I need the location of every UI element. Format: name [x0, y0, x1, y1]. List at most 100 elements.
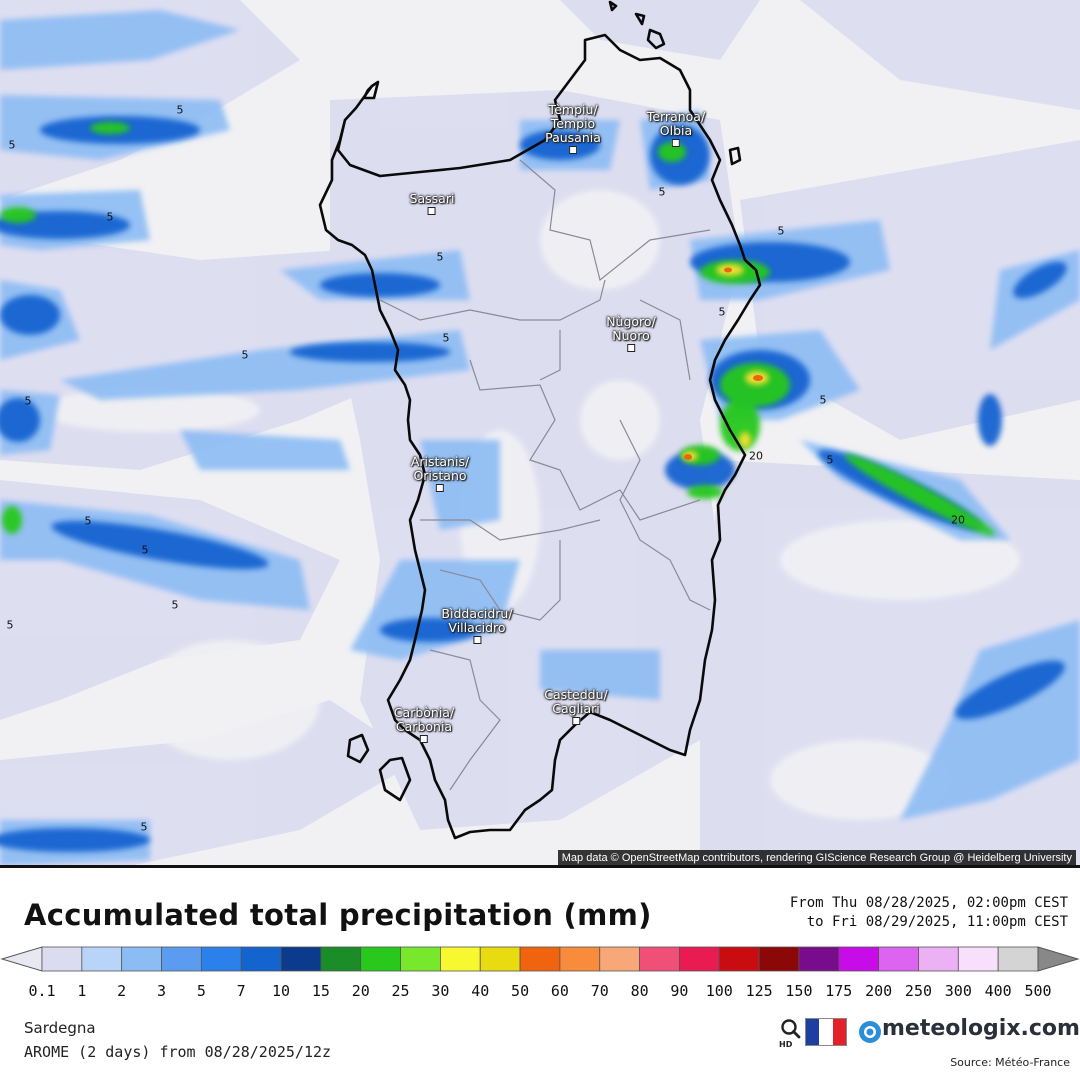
color-scale-cell	[997, 946, 1039, 972]
data-source: Source: Météo-France	[950, 1056, 1070, 1069]
contour-label: 5	[24, 394, 32, 408]
color-scale-cell	[798, 946, 840, 972]
contour-label: 5	[777, 224, 785, 238]
contour-label: 5	[140, 820, 148, 834]
color-scale-cell	[559, 946, 601, 972]
color-scale-tick: 60	[550, 982, 569, 1000]
brand-block: HD meteologix.com	[776, 1016, 1080, 1052]
color-scale-cell	[200, 946, 242, 972]
region-name: Sardegna	[24, 1019, 96, 1037]
city-marker	[435, 484, 444, 492]
color-scale-tick: 400	[984, 982, 1012, 1000]
period-from: From Thu 08/28/2025, 02:00pm CEST	[789, 895, 1068, 911]
meteologix-logo-icon	[859, 1021, 881, 1043]
color-scale-tick: 500	[1024, 982, 1052, 1000]
contour-label: 5	[6, 618, 14, 632]
brand-name[interactable]: meteologix.com	[882, 1016, 1080, 1041]
color-scale-right-arrow	[1037, 946, 1080, 972]
color-scale-cell	[758, 946, 800, 972]
color-scale-tick: 100	[705, 982, 733, 1000]
city-marker	[672, 139, 680, 147]
color-scale-tick: 0.1	[28, 982, 56, 1000]
contour-label: 5	[141, 543, 149, 557]
color-scale-cell	[41, 946, 83, 972]
color-scale-tick: 40	[471, 982, 490, 1000]
color-scale-cell	[400, 946, 441, 972]
color-scale-tick: 70	[590, 982, 609, 1000]
map-title: Accumulated total precipitation (mm)	[24, 898, 652, 932]
color-scale-cell	[81, 946, 123, 972]
color-scale-cell	[878, 946, 919, 972]
color-scale-tick: 90	[670, 982, 689, 1000]
color-scale-cell	[957, 946, 999, 972]
color-scale-tick: 15	[311, 982, 330, 1000]
color-scale-tick: 300	[944, 982, 972, 1000]
city-marker	[568, 146, 577, 154]
color-scale-tick: 1	[77, 982, 87, 1000]
contour-label: 20	[749, 449, 763, 463]
color-scale-tick: 80	[630, 982, 649, 1000]
city-marker	[572, 717, 580, 725]
color-scale-tick: 250	[904, 982, 933, 1000]
period-to: to Fri 08/29/2025, 11:00pm CEST	[806, 914, 1068, 930]
color-scale-cell	[599, 946, 641, 972]
color-scale-cell	[639, 946, 680, 972]
city-label-carbonia: Carbònia/Carbonia	[394, 706, 454, 743]
city-label-olbia: Terranoa/Olbia	[647, 110, 705, 147]
color-scale-tick: 30	[431, 982, 450, 1000]
color-scale-cell	[838, 946, 880, 972]
color-scale-cell	[479, 946, 521, 972]
color-scale-tick: 10	[272, 982, 291, 1000]
color-scale-tick: 3	[157, 982, 167, 1000]
contour-label: 5	[171, 598, 179, 612]
color-scale-cell	[320, 946, 362, 972]
color-scale-tick: 5	[196, 982, 206, 1000]
city-marker	[627, 344, 635, 352]
city-marker	[428, 207, 436, 215]
contour-label: 5	[106, 210, 114, 224]
color-scale-cell	[280, 946, 322, 972]
city-label-oristano: Aristanis/Oristano	[411, 455, 469, 492]
color-scale-left-arrow	[0, 946, 43, 972]
color-scale-cell	[439, 946, 481, 972]
color-scale-cell	[360, 946, 401, 972]
city-marker	[419, 735, 428, 743]
color-scale-tick: 125	[745, 982, 773, 1000]
city-label-sassari: Sassari	[410, 192, 454, 215]
contour-label: 5	[84, 514, 92, 528]
legend-panel: Accumulated total precipitation (mm) Fro…	[0, 868, 1080, 1091]
color-scale-tick: 20	[351, 982, 370, 1000]
contour-label: 20	[951, 513, 965, 527]
coastline	[318, 0, 762, 840]
precip-intense-cores	[0, 122, 996, 536]
forecast-period: From Thu 08/28/2025, 02:00pm CEST to Fri…	[790, 894, 1068, 932]
color-scale-tick: 150	[785, 982, 813, 1000]
contour-label: 5	[826, 453, 834, 467]
search-hd-icon[interactable]: HD	[778, 1018, 802, 1048]
contour-label: 5	[658, 185, 666, 199]
color-scale-cell	[918, 946, 959, 972]
city-label-nuoro: Nùgoro/Nuoro	[606, 315, 656, 352]
city-label-villacidro: Bìddacidru/Villacidro	[441, 607, 513, 644]
color-scale-bar	[0, 946, 1080, 972]
french-flag-icon	[805, 1018, 847, 1046]
contour-label: 5	[442, 331, 450, 345]
contour-label: 5	[241, 348, 249, 362]
contour-label: 5	[436, 250, 444, 264]
map-attribution[interactable]: Map data © OpenStreetMap contributors, r…	[557, 850, 1076, 865]
color-scale-cell	[519, 946, 561, 972]
precipitation-map-canvas	[0, 0, 1080, 865]
color-scale-tick: 7	[236, 982, 246, 1000]
precipitation-map[interactable]: Tèmpiu/Tempio Pausania Terranoa/Olbia Sas…	[0, 0, 1080, 868]
province-borders	[379, 159, 711, 791]
color-scale-cell	[718, 946, 760, 972]
color-scale-tick: 200	[865, 982, 893, 1000]
city-label-cagliari: Casteddu/Cagliari	[544, 688, 608, 725]
svg-text:HD: HD	[779, 1040, 793, 1048]
model-run: AROME (2 days) from 08/28/2025/12z	[24, 1043, 332, 1061]
color-scale-tick: 175	[825, 982, 853, 1000]
color-scale-ticks: 0.1 1 2 3 5 7 10 15 20 25 30 40 50 60 70 80 90 100 125 150 1…	[0, 982, 1080, 1002]
color-scale-cell	[161, 946, 202, 972]
color-scale-tick: 25	[391, 982, 410, 1000]
color-scale-tick: 50	[511, 982, 530, 1000]
